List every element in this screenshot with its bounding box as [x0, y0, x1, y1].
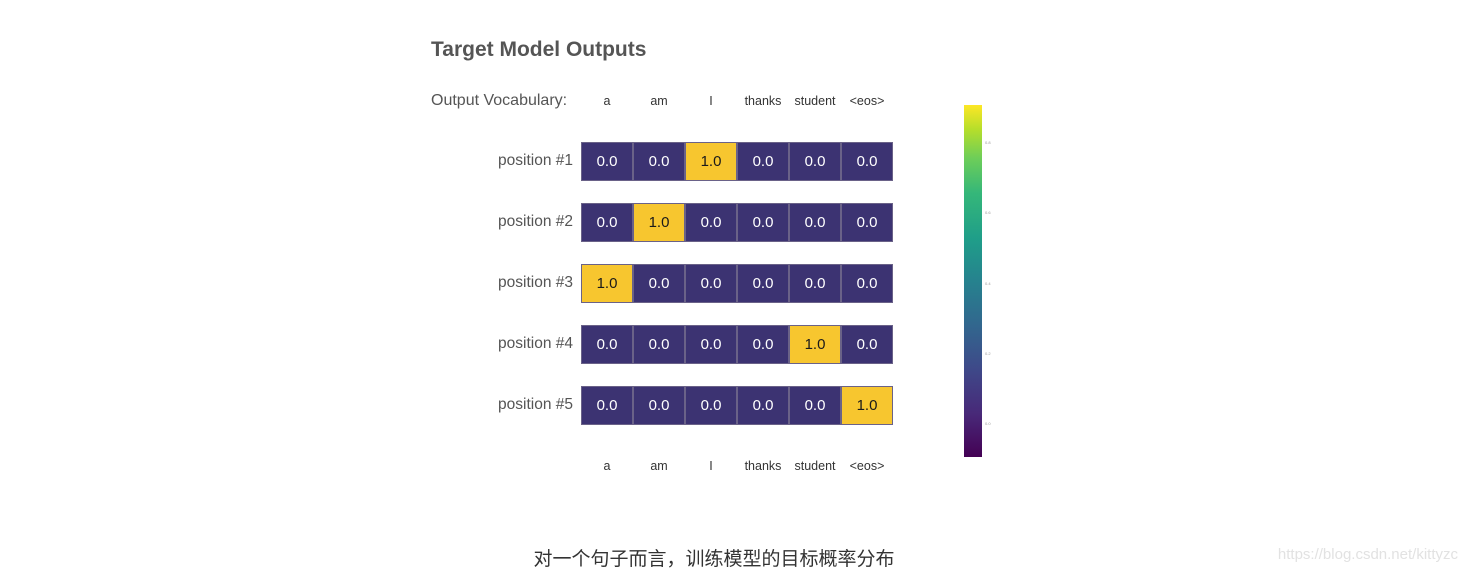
- heatmap-cell: 0.0: [581, 386, 633, 425]
- heatmap-cell: 0.0: [737, 142, 789, 181]
- vocab-label-top: student: [794, 94, 836, 108]
- vocab-label-bottom: student: [794, 459, 836, 473]
- heatmap-cell: 0.0: [633, 142, 685, 181]
- heatmap-cell: 0.0: [737, 386, 789, 425]
- heatmap-cell: 0.0: [581, 203, 633, 242]
- heatmap-cell: 1.0: [841, 386, 893, 425]
- heatmap-cell: 0.0: [841, 264, 893, 303]
- heatmap-cell: 0.0: [737, 264, 789, 303]
- figure-caption: 对一个句子而言，训练模型的目标概率分布: [533, 548, 895, 570]
- heatmap-cell: 0.0: [581, 142, 633, 181]
- vocab-label: Output Vocabulary:: [431, 92, 568, 109]
- vocab-label-bottom: am: [650, 459, 668, 473]
- heatmap-cell: 1.0: [789, 325, 841, 364]
- heatmap-cell: 0.0: [581, 325, 633, 364]
- chart-title: Target Model Outputs: [431, 38, 647, 61]
- vocab-label-top: <eos>: [849, 94, 885, 108]
- heatmap-cell: 0.0: [737, 203, 789, 242]
- colorbar-tick: 0.0: [985, 421, 991, 426]
- heatmap-cell: 0.0: [789, 142, 841, 181]
- row-label: position #2: [498, 213, 573, 230]
- heatmap-cell: 0.0: [789, 386, 841, 425]
- heatmap-cell: 1.0: [633, 203, 685, 242]
- colorbar-tick: 0.8: [985, 140, 991, 145]
- row-label: position #3: [498, 274, 573, 291]
- vocab-label-bottom: <eos>: [849, 459, 885, 473]
- row-label: position #4: [498, 335, 573, 352]
- colorbar-tick: 0.6: [985, 210, 991, 215]
- colorbar-tick: 0.4: [985, 281, 991, 286]
- vocab-label-bottom: I: [709, 459, 713, 473]
- heatmap-cell: 0.0: [685, 386, 737, 425]
- heatmap-cell: 0.0: [633, 386, 685, 425]
- heatmap-cell: 0.0: [685, 203, 737, 242]
- heatmap-cell: 0.0: [841, 203, 893, 242]
- heatmap-cell: 0.0: [737, 325, 789, 364]
- vocab-label-top: thanks: [744, 94, 782, 108]
- heatmap-cell: 0.0: [633, 264, 685, 303]
- row-label: position #1: [498, 152, 573, 169]
- heatmap-cell: 0.0: [789, 264, 841, 303]
- watermark: https://blog.csdn.net/kittyzc: [1277, 546, 1458, 563]
- heatmap-cell: 0.0: [841, 142, 893, 181]
- vocab-label-top: a: [603, 94, 611, 108]
- heatmap-cell: 0.0: [789, 203, 841, 242]
- vocab-label-top: am: [650, 94, 668, 108]
- heatmap-cell: 0.0: [633, 325, 685, 364]
- vocab-label-top: I: [709, 94, 713, 108]
- row-label: position #5: [498, 396, 573, 413]
- heatmap-cell: 0.0: [685, 325, 737, 364]
- vocab-label-bottom: a: [603, 459, 611, 473]
- colorbar: [964, 105, 982, 457]
- heatmap-cell: 0.0: [841, 325, 893, 364]
- heatmap-cell: 1.0: [685, 142, 737, 181]
- vocab-label-bottom: thanks: [744, 459, 782, 473]
- heatmap-cell: 1.0: [581, 264, 633, 303]
- heatmap-cell: 0.0: [685, 264, 737, 303]
- colorbar-tick: 0.2: [985, 351, 991, 356]
